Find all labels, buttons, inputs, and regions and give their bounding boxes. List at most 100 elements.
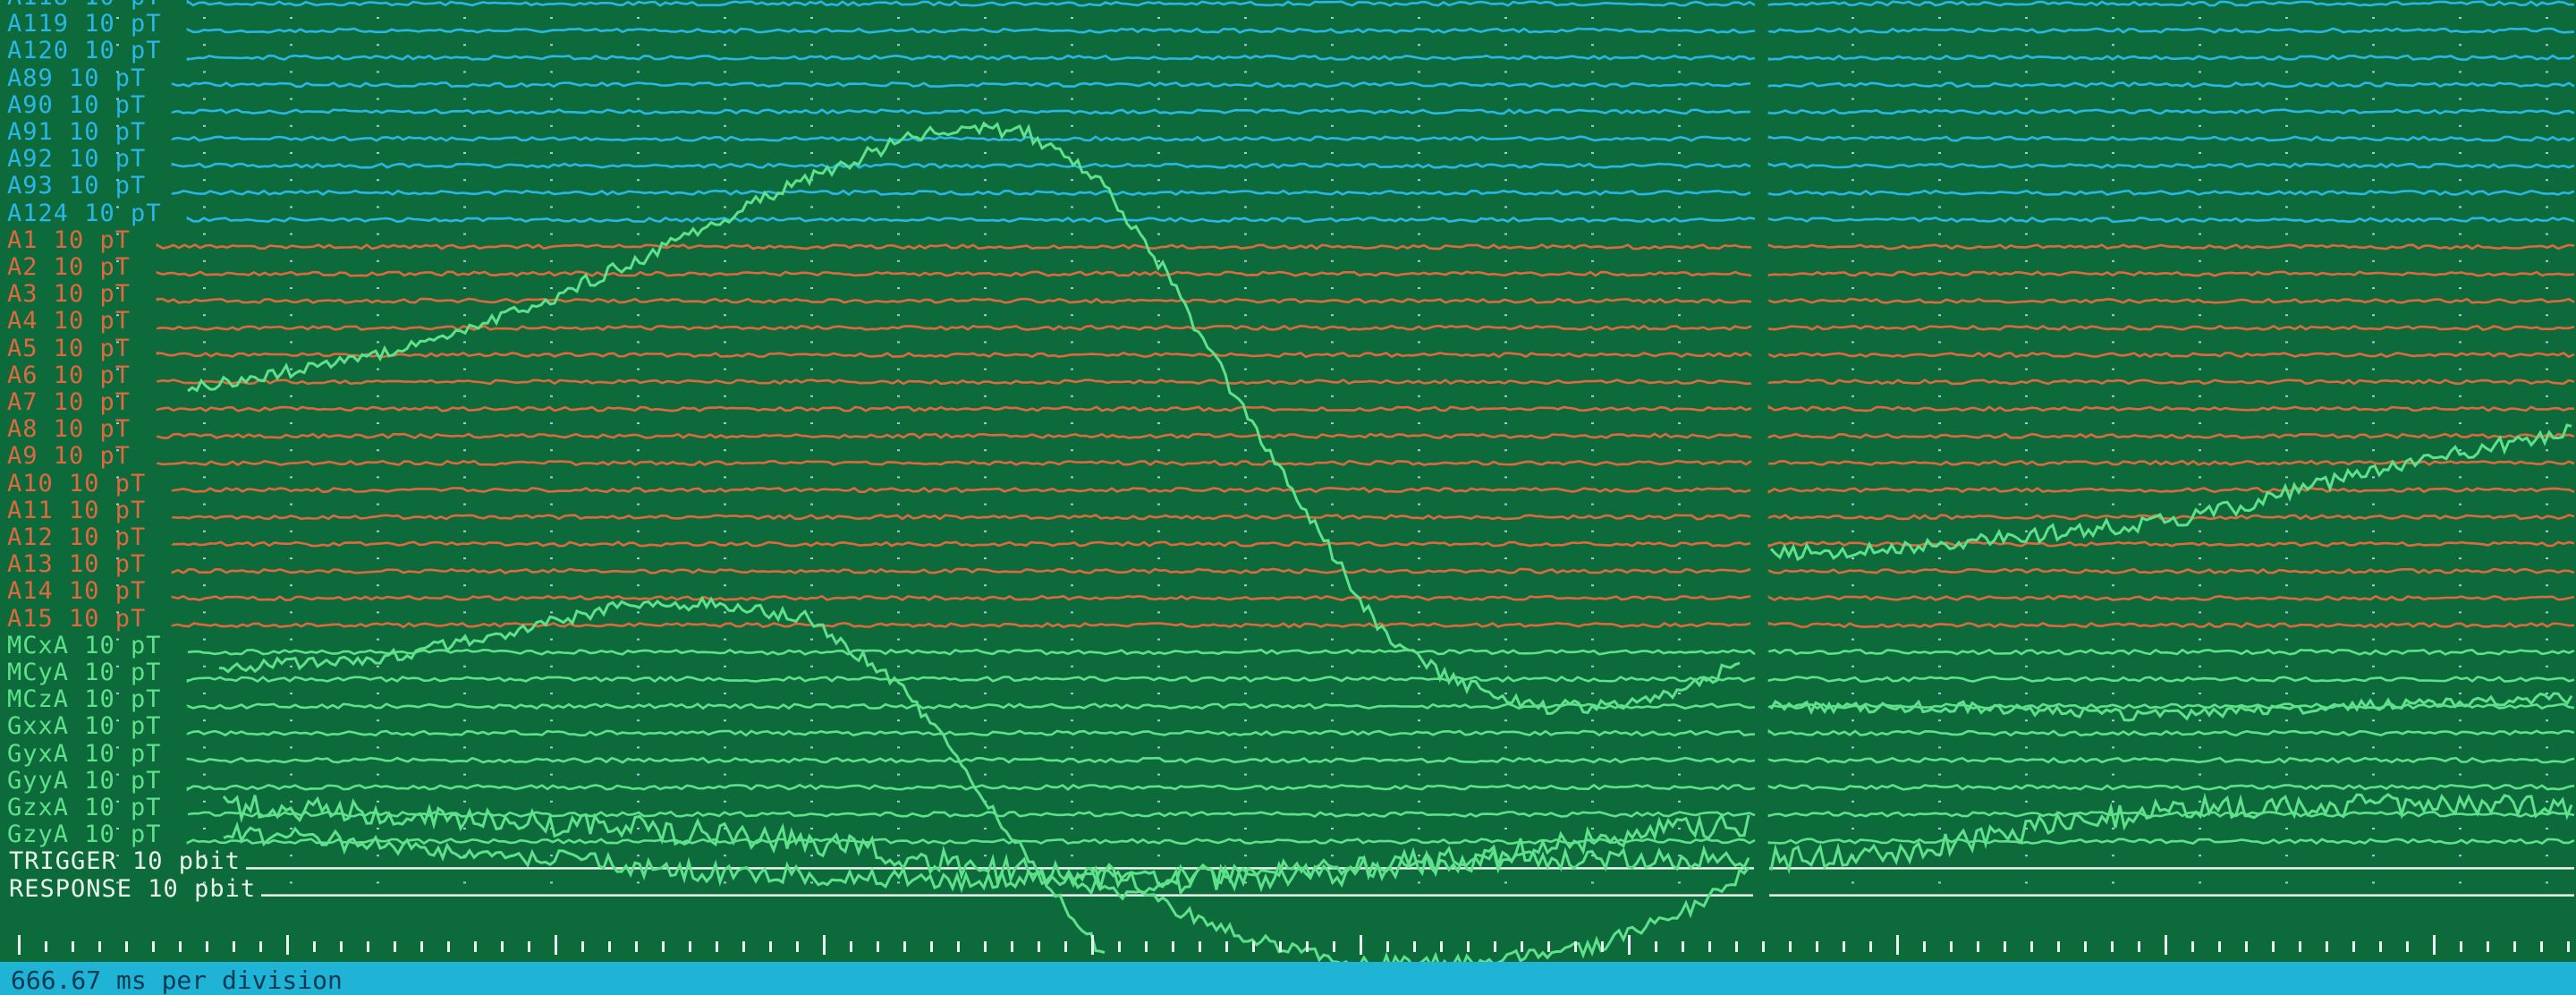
- grid-dot: [463, 665, 466, 668]
- grid-dot: [2285, 152, 2288, 154]
- grid-dot: [637, 828, 640, 829]
- grid-dot: [2459, 719, 2462, 722]
- grid-dot: [2285, 259, 2288, 262]
- grid-dot: [2112, 98, 2114, 100]
- axis-tick: [1601, 941, 1604, 952]
- axis-tick: [1279, 941, 1282, 952]
- grid-dot: [1157, 395, 1160, 397]
- grid-dot: [637, 206, 640, 208]
- grid-dot: [1157, 368, 1160, 370]
- grid-dot: [637, 530, 640, 532]
- channel-label: A7 10 pT: [7, 389, 131, 416]
- grid-dot: [1157, 746, 1160, 749]
- grid-dot: [2112, 855, 2114, 857]
- channel-trace: [187, 810, 1756, 818]
- grid-dot: [1504, 476, 1507, 479]
- grid-dot: [377, 503, 379, 506]
- channel-label-text: MCzA 10 pT: [7, 685, 162, 714]
- grid-dot: [550, 206, 553, 208]
- grid-dot: [463, 206, 466, 208]
- grid-dot: [984, 584, 987, 587]
- grid-dot: [1504, 152, 1507, 154]
- grid-dot: [203, 314, 206, 317]
- grid-dot: [2546, 259, 2548, 262]
- grid-dot: [897, 584, 900, 587]
- grid-dot: [984, 395, 987, 397]
- grid-dot: [116, 314, 119, 317]
- grid-dot: [810, 828, 813, 829]
- grid-dot: [2459, 259, 2462, 262]
- grid-dot: [1938, 179, 1941, 182]
- grid-dot: [1157, 287, 1160, 289]
- channel-trace: [156, 242, 1752, 251]
- grid-dot: [810, 665, 813, 668]
- grid-dot: [724, 314, 726, 317]
- grid-dot: [203, 179, 206, 182]
- grid-dot: [2025, 233, 2028, 235]
- grid-dot: [1418, 800, 1420, 803]
- grid-dot: [2199, 341, 2201, 344]
- grid-dot: [1852, 341, 1854, 344]
- grid-dot: [1157, 665, 1160, 668]
- grid-dot: [1157, 71, 1160, 73]
- grid-dot: [810, 98, 813, 100]
- axis-tick: [233, 941, 235, 952]
- grid-dot: [897, 71, 900, 73]
- grid-dot: [377, 259, 379, 262]
- grid-dot: [1331, 422, 1334, 424]
- grid-dot: [463, 503, 466, 506]
- grid-dot: [2199, 233, 2201, 235]
- grid-dot: [810, 449, 813, 452]
- grid-dot: [550, 368, 553, 370]
- grid-dot: [637, 638, 640, 641]
- grid-dot: [1938, 503, 1941, 506]
- grid-dot: [1418, 746, 1420, 749]
- grid-dot: [203, 341, 206, 344]
- grid-dot: [2285, 395, 2288, 397]
- grid-dot: [637, 719, 640, 722]
- grid-dot: [550, 44, 553, 47]
- grid-dot: [1591, 314, 1594, 317]
- grid-dot: [1418, 638, 1420, 641]
- axis-tick: [1386, 941, 1389, 952]
- grid-dot: [203, 422, 206, 424]
- channel-label: A6 10 pT: [7, 361, 131, 389]
- grid-dot: [2199, 557, 2201, 559]
- grid-dot: [897, 855, 900, 857]
- grid-dot: [984, 287, 987, 289]
- grid-dot: [637, 557, 640, 559]
- grid-dot: [1418, 233, 1420, 235]
- grid-dot: [1244, 287, 1247, 289]
- grid-dot: [116, 719, 119, 722]
- channel-label-text: TRIGGER 10 pbit: [9, 847, 241, 876]
- grid-dot: [810, 259, 813, 262]
- grid-dot: [2112, 422, 2114, 424]
- grid-dot: [637, 855, 640, 857]
- grid-dot: [2546, 881, 2548, 884]
- grid-dot: [2285, 773, 2288, 776]
- grid-dot: [2199, 206, 2201, 208]
- channel-label: MCzA 10 pT: [7, 686, 162, 713]
- grid-dot: [290, 71, 292, 73]
- grid-dot: [1852, 746, 1854, 749]
- axis-tick: [877, 941, 879, 952]
- grid-dot: [2546, 530, 2548, 532]
- grid-dot: [810, 773, 813, 776]
- grid-dot: [897, 17, 900, 19]
- channel-label: A8 10 pT: [7, 416, 131, 443]
- grid-dot: [2546, 773, 2548, 776]
- grid-dot: [1504, 233, 1507, 235]
- channel-trace: [156, 378, 1752, 386]
- grid-dot: [637, 693, 640, 694]
- grid-dot: [377, 44, 379, 47]
- grid-dot: [1852, 233, 1854, 235]
- grid-dot: [2546, 800, 2548, 803]
- grid-dot: [1591, 503, 1594, 506]
- grid-dot: [1504, 314, 1507, 317]
- grid-dot: [1852, 368, 1854, 370]
- grid-dot: [2546, 476, 2548, 479]
- channel-label: A124 10 pT: [7, 200, 162, 227]
- channel-label: A5 10 pT: [7, 335, 131, 362]
- axis-tick: [689, 941, 691, 952]
- grid-dot: [1852, 287, 1854, 289]
